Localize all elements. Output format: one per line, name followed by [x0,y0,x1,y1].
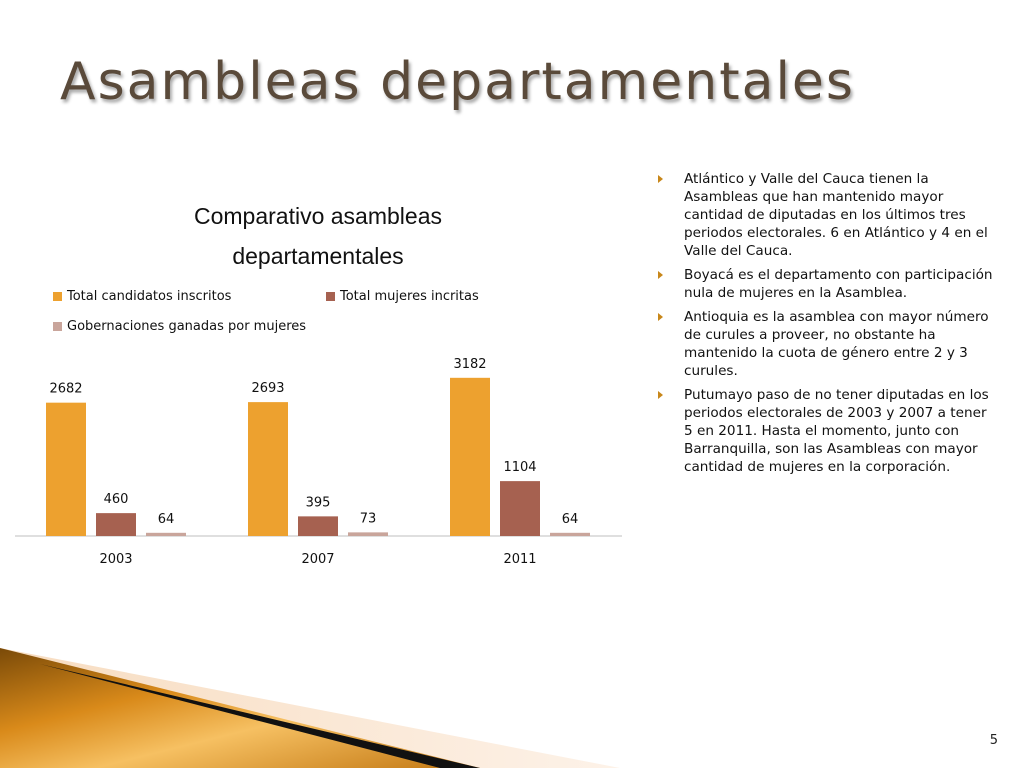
page-number: 5 [989,733,998,748]
bullet-text: Antioquia es la asamblea con mayor númer… [684,309,989,379]
bullet-item: Boyacá es el departamento con participac… [658,266,998,302]
bar-2007-series-1 [298,516,338,536]
data-label-2003-series-1: 460 [104,492,129,507]
data-label-2007-series-1: 395 [306,495,331,510]
bar-2003-series-2 [146,532,186,536]
legend-swatch-total-candidatos [53,292,62,301]
bar-2003-series-1 [96,513,136,536]
legend-item-gobernaciones: Gobernaciones ganadas por mujeres [53,319,306,334]
bullet-item: Antioquia es la asamblea con mayor númer… [658,308,998,380]
bullet-list: Atlántico y Valle del Cauca tienen la As… [658,170,998,482]
bar-2011-series-0 [450,377,490,536]
slide-title: Asambleas departamentales [60,52,856,112]
legend-label-total-mujeres: Total mujeres incritas [340,289,479,304]
bullet-arrow-icon [658,271,663,279]
bullet-arrow-icon [658,313,663,321]
data-label-2003-series-2: 64 [158,512,175,527]
x-tick-label-2007: 2007 [301,552,334,567]
bullet-arrow-icon [658,175,663,183]
bar-2007-series-0 [248,402,288,536]
legend-label-total-candidatos: Total candidatos inscritos [67,289,232,304]
bullet-text: Putumayo paso de no tener diputadas en l… [684,387,989,475]
bullet-item: Atlántico y Valle del Cauca tienen la As… [658,170,998,260]
data-label-2011-series-1: 1104 [503,460,536,475]
chart-title: Comparativo asambleas departamentales [130,196,506,276]
data-label-2007-series-0: 2693 [251,381,284,396]
data-label-2011-series-2: 64 [562,512,579,527]
data-label-2011-series-0: 3182 [453,357,486,372]
chart-title-line-1: Comparativo asambleas [193,203,442,229]
x-tick-label-2003: 2003 [99,552,132,567]
bullet-text: Atlántico y Valle del Cauca tienen la As… [684,171,988,259]
data-label-2003-series-0: 2682 [49,382,82,397]
decorative-swoosh [0,648,620,768]
bar-2007-series-2 [348,532,388,536]
legend-label-gobernaciones: Gobernaciones ganadas por mujeres [67,319,307,334]
legend-item-total-mujeres: Total mujeres incritas [326,289,479,304]
legend-swatch-total-mujeres [326,292,335,301]
bar-2011-series-1 [500,481,540,536]
bullet-arrow-icon [658,391,663,399]
data-label-2007-series-2: 73 [360,511,377,526]
x-tick-label-2011: 2011 [503,552,536,567]
legend-swatch-gobernaciones [53,322,62,331]
bullet-text: Boyacá es el departamento con participac… [684,267,993,301]
chart-title-line-2: departamentales [232,243,404,269]
bullet-item: Putumayo paso de no tener diputadas en l… [658,386,998,476]
bar-chart: 2682 460 64 2003 2693 395 73 2007 3182 1104 64 2011 [15,357,622,567]
bar-2011-series-2 [550,532,590,536]
legend-item-total-candidatos: Total candidatos inscritos [53,289,231,304]
bar-2003-series-0 [46,402,86,536]
